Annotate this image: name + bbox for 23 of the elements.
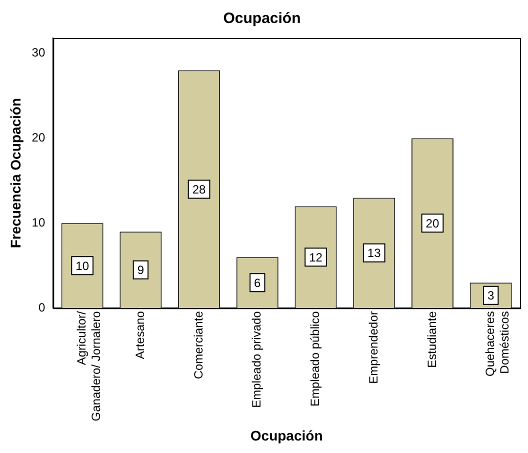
x-axis-title: Ocupación — [250, 427, 323, 444]
data-label: 13 — [367, 246, 382, 260]
x-tick-label: Artesano — [132, 310, 147, 360]
data-label: 6 — [254, 276, 262, 290]
y-tick-label: 20 — [32, 130, 46, 145]
x-tick-label: Emprendedor — [366, 311, 380, 384]
y-tick-label: 0 — [38, 300, 46, 314]
x-tick-label: Empleado privado — [250, 310, 264, 408]
data-label: 9 — [137, 263, 144, 278]
data-label: 3 — [487, 288, 494, 303]
data-label: 28 — [192, 182, 206, 197]
y-axis-title: Frecuencia Ocupación — [7, 98, 24, 248]
x-tick-label: Quehaceres Domésticos — [483, 311, 512, 377]
x-tick-label: Estudiante — [424, 310, 439, 368]
data-label: 10 — [76, 258, 90, 273]
data-label: 12 — [309, 250, 323, 264]
x-tick-label: Empleado público — [308, 310, 322, 407]
y-tick-label: 30 — [32, 46, 46, 60]
y-tick-label: 10 — [32, 215, 46, 230]
x-tick-label: Agricultor/ Ganadero/ Jornalero — [74, 310, 104, 422]
chart-title: Ocupación — [223, 10, 301, 28]
x-tick-label: Comerciante — [191, 310, 206, 380]
data-label: 20 — [426, 216, 440, 230]
